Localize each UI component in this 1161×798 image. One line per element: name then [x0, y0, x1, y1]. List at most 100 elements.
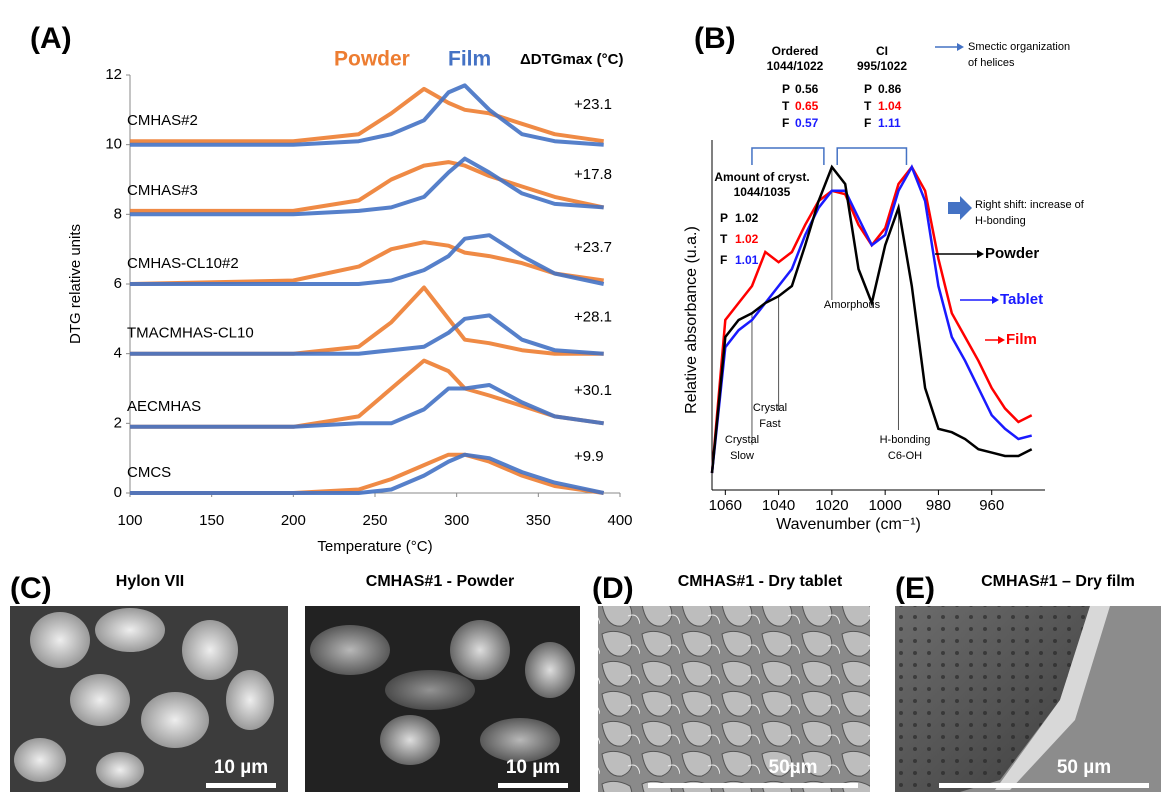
sample-label: TMACMHAS-CL10	[127, 325, 254, 342]
scale-bar	[498, 783, 568, 788]
table-title: Amount of cryst.	[714, 170, 809, 184]
x-tick-label: 960	[979, 497, 1004, 514]
table-row-label: F	[864, 116, 871, 130]
table-row-label: T	[782, 99, 790, 113]
line-series	[130, 85, 604, 144]
image-title: CMHAS#1 - Dry tablet	[678, 573, 843, 590]
annotation: Smectic organization	[968, 41, 1070, 53]
table-row-value: 0.56	[795, 82, 819, 96]
table-row-value: 0.86	[878, 82, 902, 96]
table-row-label: P	[782, 82, 790, 96]
sample-label: CMHAS#3	[127, 182, 198, 199]
delta-label: +17.8	[574, 166, 612, 183]
x-axis-title: Temperature (°C)	[317, 538, 432, 555]
y-axis-title: DTG relative units	[67, 224, 84, 344]
annotation: Right shift: increase of	[975, 199, 1085, 211]
y-tick-label: 12	[105, 66, 122, 83]
image-title: CMHAS#1 – Dry film	[981, 573, 1135, 590]
table-row-label: F	[720, 253, 727, 267]
scale-bar	[206, 783, 276, 788]
x-tick-label: 250	[362, 512, 387, 529]
y-tick-label: 10	[105, 136, 122, 153]
panel-label: (D)	[592, 572, 634, 605]
scale-label: 10 µm	[214, 757, 268, 778]
delta-label: +23.1	[574, 96, 612, 113]
panel-label: (A)	[30, 22, 72, 55]
series-label: Powder	[985, 245, 1039, 262]
annotation: Crystal	[725, 434, 759, 446]
table-title: 1044/1022	[767, 59, 824, 73]
block-arrow	[948, 196, 972, 220]
table-title: Ordered	[772, 44, 819, 58]
x-tick-label: 980	[926, 497, 951, 514]
sample-label: CMCS	[127, 464, 171, 481]
table-row-value: 1.04	[878, 99, 902, 113]
table-title: CI	[876, 44, 888, 58]
line-series	[130, 361, 604, 427]
table-row-label: P	[864, 82, 872, 96]
series-label: Tablet	[1000, 291, 1043, 308]
annotation: of helices	[968, 57, 1015, 69]
legend-label: Powder	[334, 48, 410, 71]
y-tick-label: 4	[114, 345, 122, 362]
x-tick-label: 300	[444, 512, 469, 529]
annotation: Slow	[730, 450, 754, 462]
table-row-value: 1.02	[735, 211, 759, 225]
y-tick-label: 8	[114, 205, 122, 222]
table-row-value: 0.57	[795, 116, 819, 130]
annotation: Amorphous	[824, 299, 881, 311]
table-row-value: 1.11	[878, 116, 901, 130]
scale-label: 10 µm	[506, 757, 560, 778]
table-row-value: 0.65	[795, 99, 819, 113]
x-tick-label: 1000	[868, 497, 901, 514]
table-row-label: P	[720, 211, 728, 225]
x-tick-label: 350	[526, 512, 551, 529]
annotation: Crystal	[753, 402, 787, 414]
x-tick-label: 200	[281, 512, 306, 529]
image-title: Hylon VII	[116, 573, 184, 590]
table-title: 1044/1035	[734, 185, 791, 199]
panel-label: (C)	[10, 572, 52, 605]
x-tick-label: 1040	[762, 497, 795, 514]
legend-label: Film	[448, 48, 491, 71]
table-row-value: 1.02	[735, 232, 759, 246]
arrow-head	[992, 296, 999, 304]
arrow-head	[957, 43, 964, 51]
bracket	[752, 148, 824, 165]
scale-label: 50µm	[769, 757, 818, 778]
figure: (A)024681012100150200250300350400Tempera…	[0, 0, 1161, 798]
annotation: H-bonding	[880, 434, 931, 446]
micrograph-e	[895, 606, 1161, 792]
y-axis-title: Relative absorbance (u.a.)	[683, 226, 700, 414]
table-row-label: F	[782, 116, 789, 130]
delta-title: ΔDTGmax (°C)	[520, 51, 623, 68]
arrow-head	[977, 250, 984, 258]
arrow-head	[998, 336, 1005, 344]
delta-label: +23.7	[574, 239, 612, 256]
x-tick-label: 1060	[709, 497, 742, 514]
delta-label: +28.1	[574, 309, 612, 326]
x-tick-label: 1020	[815, 497, 848, 514]
annotation: H-bonding	[975, 215, 1026, 227]
table-title: 995/1022	[857, 59, 907, 73]
image-title: CMHAS#1 - Powder	[366, 573, 514, 590]
series-label: Film	[1006, 331, 1037, 348]
micrograph-d	[598, 606, 870, 792]
annotation: C6-OH	[888, 450, 922, 462]
table-row-label: T	[720, 232, 728, 246]
x-tick-label: 400	[607, 512, 632, 529]
table-row-label: T	[864, 99, 872, 113]
x-tick-label: 150	[199, 512, 224, 529]
line-series	[130, 89, 604, 141]
annotation: Fast	[759, 418, 780, 430]
x-axis-title: Wavenumber (cm⁻¹)	[776, 516, 921, 533]
line-series	[130, 162, 604, 211]
x-tick-label: 100	[117, 512, 142, 529]
line-series	[130, 159, 604, 215]
panel-label: (B)	[694, 22, 736, 55]
delta-label: +30.1	[574, 382, 612, 399]
scale-label: 50 µm	[1057, 757, 1111, 778]
sample-label: AECMHAS	[127, 398, 201, 415]
y-tick-label: 2	[114, 414, 122, 431]
scale-bar	[939, 783, 1149, 788]
